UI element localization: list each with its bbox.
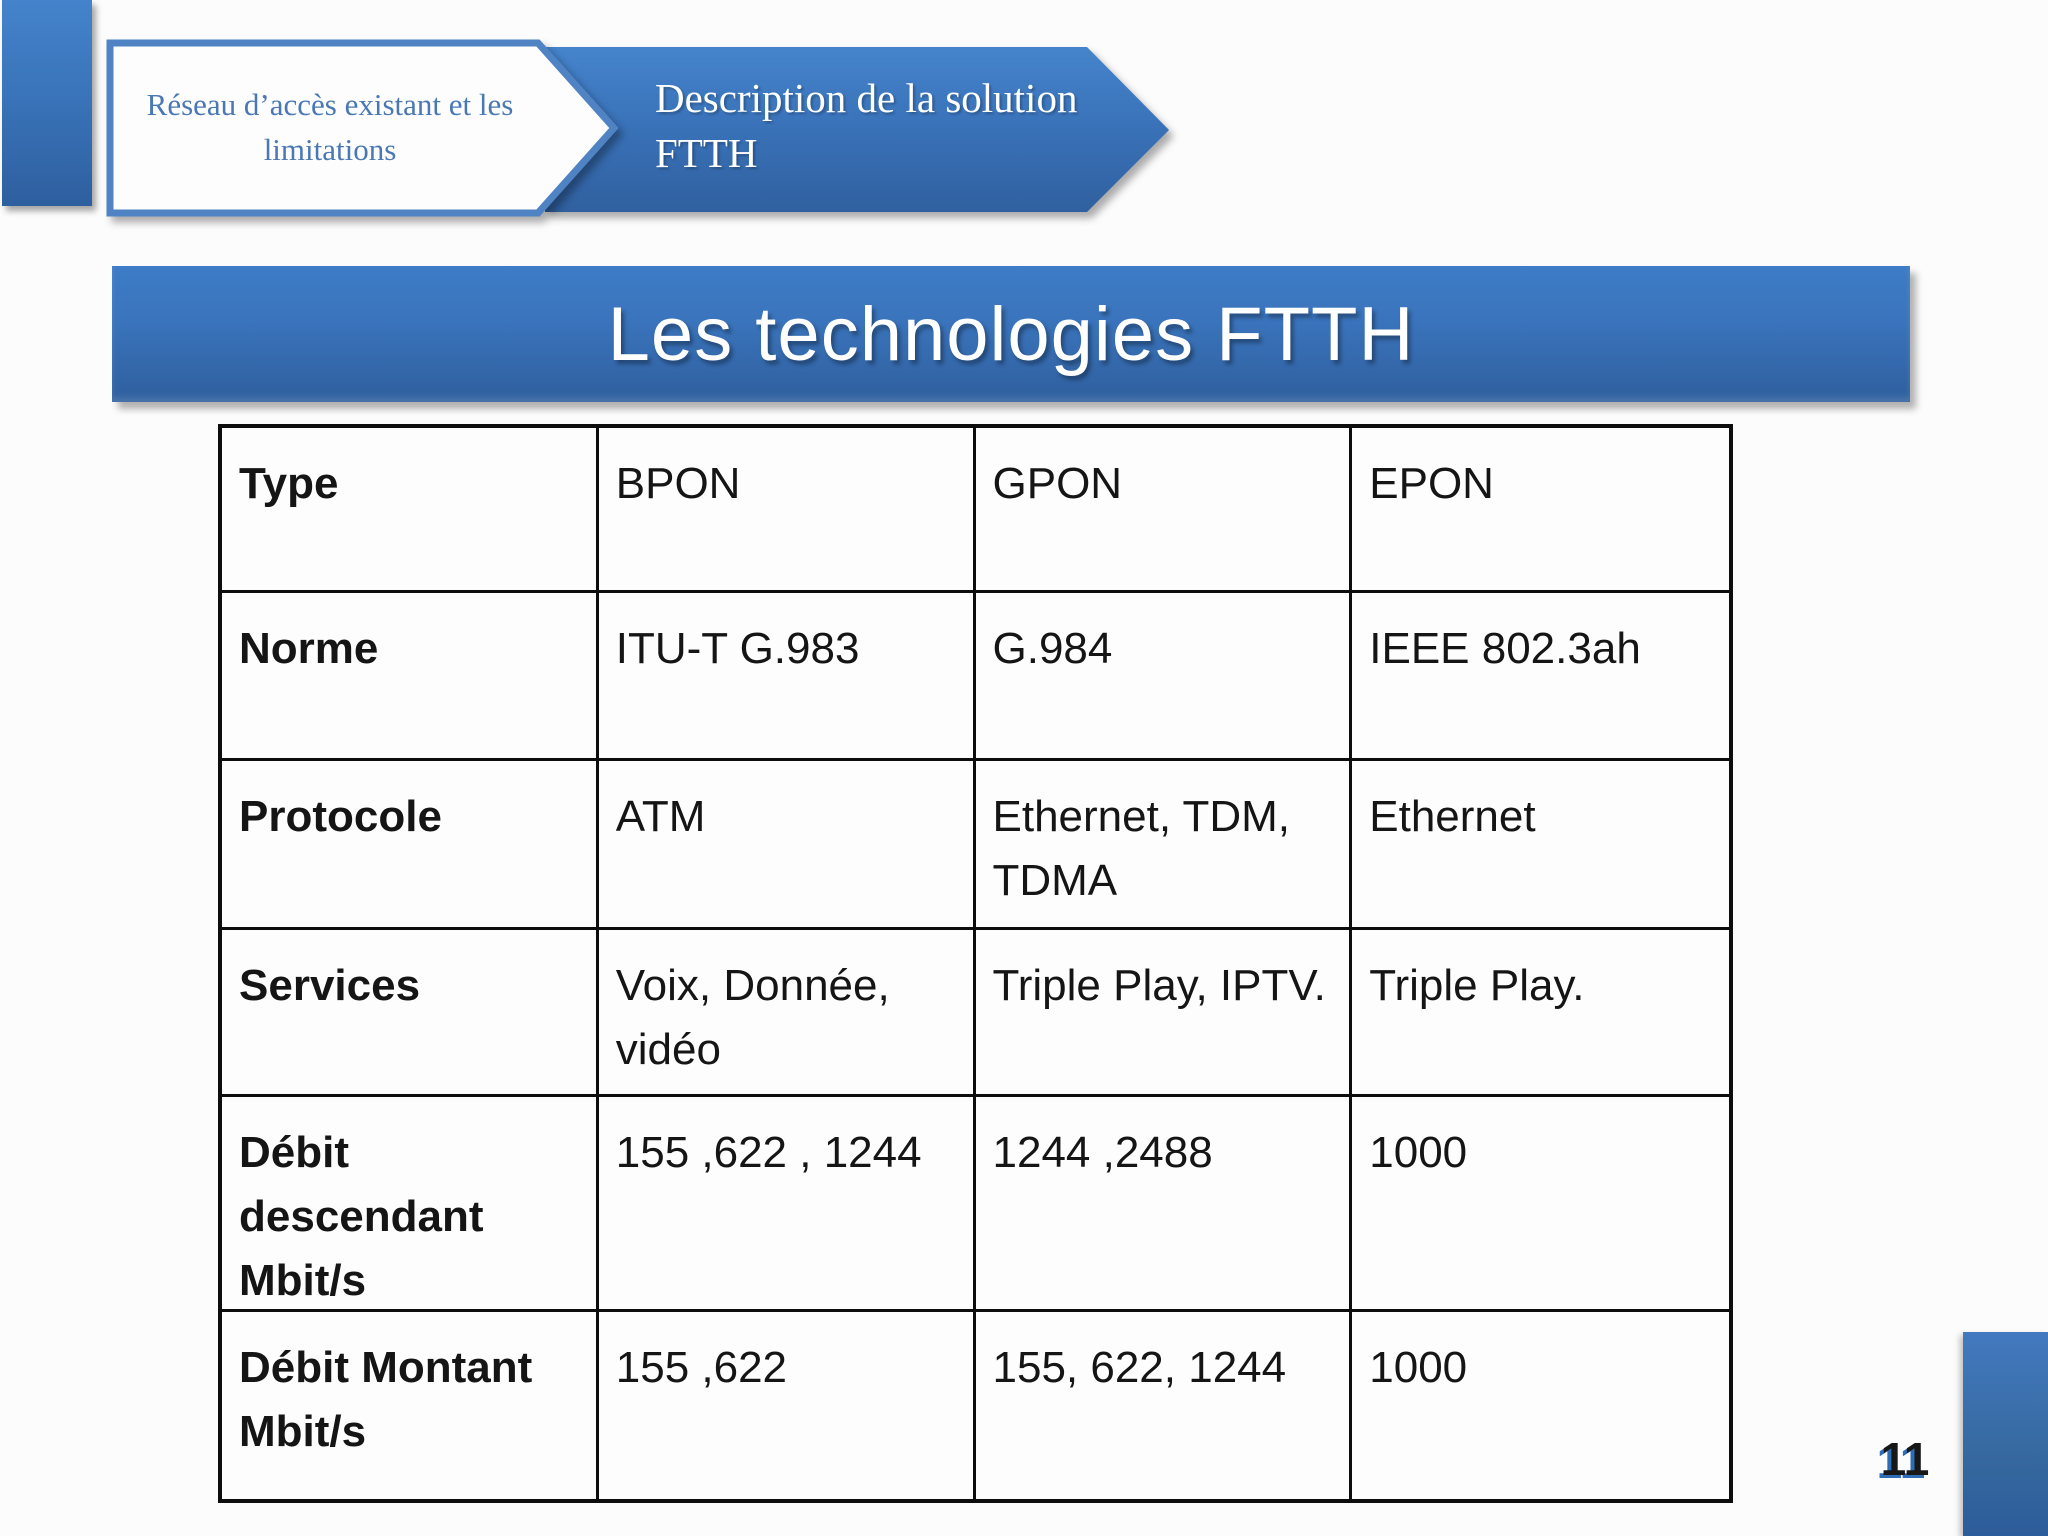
breadcrumb-step1-shape xyxy=(106,39,619,217)
table-cell: BPON xyxy=(598,428,976,593)
table-cell: GPON xyxy=(975,428,1353,593)
accent-bar-top-left xyxy=(2,0,92,206)
breadcrumb-step2-shape xyxy=(545,47,1169,212)
table-cell: 1000 xyxy=(1352,1097,1729,1312)
table-cell: 155, 622, 1244 xyxy=(976,1312,1353,1499)
breadcrumb xyxy=(106,39,1169,217)
table-cell: Type xyxy=(222,428,599,593)
table-cell: Norme xyxy=(222,593,599,761)
table-cell: ITU-T G.983 xyxy=(598,593,976,761)
ftth-technologies-table: Type BPON GPON EPON Norme ITU-T G.983 G.… xyxy=(218,424,1733,1503)
table-cell: Voix, Donnée, vidéo xyxy=(598,930,976,1097)
table-cell: Protocole xyxy=(222,761,599,930)
accent-bar-bottom-right xyxy=(1963,1332,2048,1536)
breadcrumb-step1-label: Réseau d’accès existant et les limitatio… xyxy=(146,87,514,167)
table-cell: Services xyxy=(222,930,599,1097)
table-cell: Débit Montant Mbit/s xyxy=(222,1312,599,1499)
table-cell: EPON xyxy=(1352,428,1729,593)
table-cell: Ethernet xyxy=(1352,761,1729,930)
table-cell: 1000 xyxy=(1369,1343,1468,1392)
table-cell: Triple Play, IPTV. xyxy=(975,930,1353,1097)
page-title: Les technologies FTTH xyxy=(607,291,1415,377)
table-cell: IEEE 802.3ah xyxy=(1352,593,1729,761)
table-cell: 1244 ,2488 xyxy=(975,1097,1353,1312)
table-cell: ATM xyxy=(598,761,976,930)
table-cell: G.984 xyxy=(975,593,1353,761)
table-cell: Débit descendant Mbit/s xyxy=(222,1097,599,1312)
table-cell: Ethernet, TDM, TDMA xyxy=(975,761,1353,930)
page-number: 11 xyxy=(1880,1433,1930,1485)
table-cell: 155 ,622 , 1244 xyxy=(598,1097,976,1312)
table-cell: 155 ,622 xyxy=(599,1312,976,1499)
table-cell: Triple Play. xyxy=(1352,930,1729,1097)
breadcrumb-step2-label: Description de la solution FTTH xyxy=(655,74,1078,176)
title-banner: Les technologies FTTH xyxy=(112,266,1910,402)
